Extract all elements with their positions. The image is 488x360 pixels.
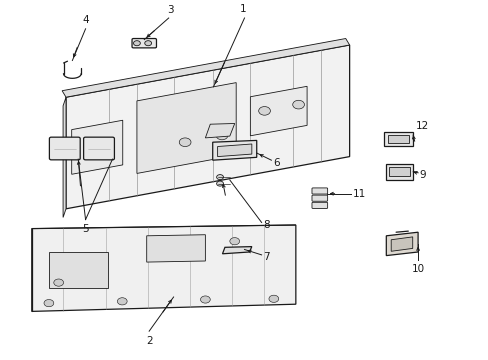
Text: 7: 7 [263,252,269,262]
FancyBboxPatch shape [311,195,327,201]
Circle shape [117,298,127,305]
Text: 10: 10 [411,264,424,274]
Circle shape [179,138,191,147]
Circle shape [54,279,63,286]
Polygon shape [32,225,295,229]
FancyBboxPatch shape [311,188,327,194]
Polygon shape [386,164,412,180]
Text: 2: 2 [145,336,152,346]
FancyBboxPatch shape [49,137,80,160]
Circle shape [200,296,210,303]
Polygon shape [32,225,295,311]
Circle shape [144,41,151,46]
Text: 11: 11 [352,189,366,199]
Polygon shape [62,39,349,97]
Polygon shape [63,97,66,217]
Polygon shape [205,123,234,138]
Text: 5: 5 [82,224,89,234]
Circle shape [229,238,239,245]
Circle shape [258,107,270,115]
Circle shape [216,131,227,140]
Text: 12: 12 [415,121,428,131]
Text: 3: 3 [166,5,173,15]
Circle shape [292,100,304,109]
Circle shape [44,300,54,307]
Text: 6: 6 [272,158,279,168]
Polygon shape [383,132,412,146]
Polygon shape [66,45,349,209]
FancyBboxPatch shape [132,39,156,48]
Circle shape [268,295,278,302]
Text: 4: 4 [82,15,89,25]
Polygon shape [217,144,251,157]
Polygon shape [222,247,251,254]
Text: 9: 9 [419,170,426,180]
Circle shape [133,41,140,46]
Polygon shape [390,237,412,251]
Polygon shape [212,140,256,160]
Text: 8: 8 [263,220,269,230]
Polygon shape [250,86,306,136]
Polygon shape [137,83,236,174]
Circle shape [216,175,223,180]
Polygon shape [387,135,408,143]
Polygon shape [386,232,417,256]
FancyBboxPatch shape [311,202,327,208]
Circle shape [216,181,223,186]
Polygon shape [388,167,409,176]
Text: 1: 1 [239,4,246,14]
Polygon shape [146,235,205,262]
Polygon shape [49,252,107,288]
Polygon shape [72,120,122,174]
FancyBboxPatch shape [83,137,114,160]
